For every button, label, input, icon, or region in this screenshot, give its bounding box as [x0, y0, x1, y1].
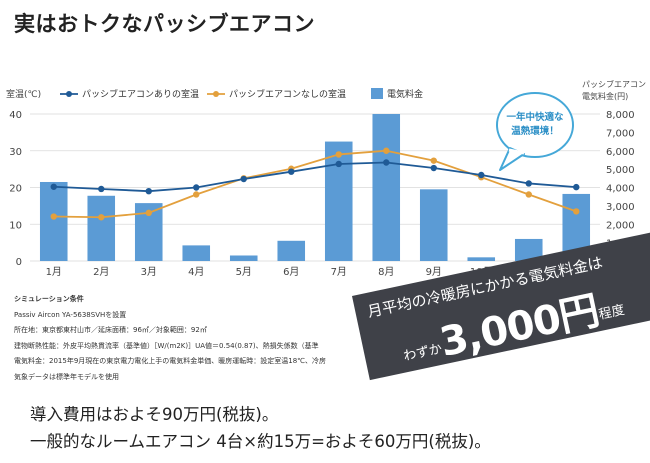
data-point — [193, 191, 200, 198]
data-point — [525, 191, 532, 198]
data-point — [145, 209, 152, 217]
conditions-line: 所在地：東京都東村山市／延床面積：96㎡／対象範囲：92㎡ — [14, 326, 207, 334]
callout-bubble — [496, 92, 574, 158]
x-tick-label: 9月 — [426, 266, 442, 278]
x-tick-label: 6月 — [283, 266, 299, 278]
data-point — [288, 168, 295, 175]
series-line — [53, 149, 577, 219]
data-point — [98, 185, 105, 193]
right-tick-label: 6,000 — [606, 147, 635, 158]
footer-line2: 一般的なルームエアコン 4台×約15万=およそ60万円(税抜)。 — [30, 432, 491, 451]
bar — [324, 141, 353, 261]
x-tick-label: 4月 — [188, 266, 204, 278]
legend-label: パッシブエアコンありの室温 — [82, 88, 199, 100]
bar — [182, 245, 211, 261]
bar — [277, 240, 306, 261]
footer-line1: 導入費用はおよそ90万円(税抜)。 — [30, 405, 279, 424]
x-tick-label: 7月 — [331, 266, 347, 278]
bar — [419, 189, 448, 261]
x-tick-label: 1月 — [46, 266, 62, 278]
data-point — [335, 160, 342, 168]
callout-tail-mask — [508, 148, 525, 155]
right-axis-label: 電気料金(円) — [582, 91, 628, 101]
right-tick-label: 3,000 — [606, 202, 635, 213]
legend-swatch — [66, 91, 72, 97]
callout-text: 一年中快適な — [506, 111, 564, 123]
right-tick-label: 4,000 — [606, 184, 635, 195]
bar — [39, 181, 68, 261]
left-axis-label: 室温(℃) — [6, 88, 41, 100]
x-tick-label: 2月 — [93, 266, 109, 278]
bar — [514, 238, 543, 261]
right-axis-label: パッシブエアコン — [582, 79, 646, 89]
bar — [229, 255, 258, 261]
right-tick-label: 8,000 — [606, 110, 635, 121]
left-tick-label: 40 — [9, 110, 22, 121]
x-tick-label: 5月 — [236, 266, 252, 278]
conditions-line: 気象データは標準年モデルを使用 — [14, 372, 119, 381]
conditions-line: 電気料金：2015年9月現在の東京電力電化上手の電気料金単価、暖房運転時：設定室… — [14, 357, 327, 365]
chart: 01020304001,0002,0003,0004,0005,0006,000… — [6, 79, 646, 278]
data-point — [335, 151, 342, 158]
conditions-line: Passiv Aircon YA-5638SVHを設置 — [14, 310, 127, 319]
data-point — [50, 183, 57, 190]
bar — [467, 257, 496, 261]
right-tick-label: 2,000 — [606, 220, 635, 231]
data-point — [193, 184, 200, 191]
data-point — [145, 187, 152, 195]
x-tick-label: 8月 — [378, 266, 394, 278]
data-point — [383, 147, 390, 154]
left-tick-label: 0 — [16, 257, 22, 268]
data-point — [430, 164, 437, 172]
right-tick-label: 7,000 — [606, 128, 635, 139]
legend-label: 電気料金 — [387, 88, 423, 100]
data-point — [573, 183, 580, 191]
left-tick-label: 10 — [9, 220, 22, 231]
bar — [87, 195, 116, 261]
callout-text: 温熱環境！ — [511, 125, 559, 137]
data-point — [98, 214, 105, 221]
data-point — [50, 213, 57, 220]
right-tick-label: 5,000 — [606, 165, 635, 176]
data-point — [525, 180, 532, 187]
conditions-heading: シミュレーション条件 — [14, 295, 84, 303]
legend-swatch — [371, 88, 383, 99]
data-point — [383, 159, 390, 166]
banner-suffix: 程度 — [597, 302, 627, 323]
data-point — [240, 175, 247, 183]
x-tick-label: 3月 — [141, 266, 157, 278]
simulation-conditions: シミュレーション条件 Passiv Aircon YA-5638SVHを設置 所… — [14, 292, 374, 385]
bar — [372, 114, 401, 261]
page-title: 実はおトクなパッシブエアコン — [14, 12, 315, 36]
banner-prefix: わずか — [402, 341, 444, 365]
left-tick-label: 30 — [9, 147, 22, 158]
data-point — [430, 157, 437, 164]
conditions-line: 建物断熱性能：外皮平均熱貫流率（基準値）［W/(m2K)］UA値＝0.54(0.… — [14, 341, 319, 350]
legend-label: パッシブエアコンなしの室温 — [229, 88, 346, 100]
legend-swatch — [213, 91, 219, 97]
data-point — [573, 208, 580, 215]
left-tick-label: 20 — [9, 184, 22, 195]
data-point — [478, 171, 485, 179]
series-line — [53, 161, 577, 193]
